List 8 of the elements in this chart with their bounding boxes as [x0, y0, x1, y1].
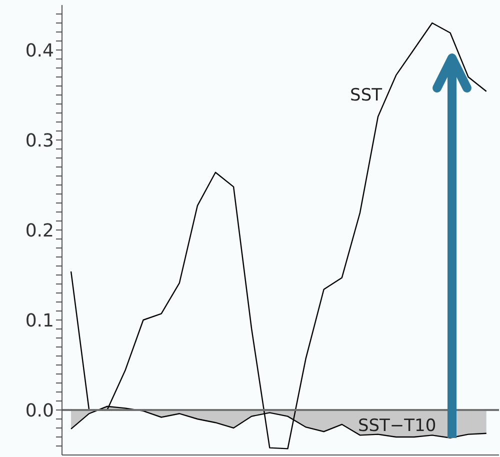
series-label: SST−T10	[358, 416, 436, 436]
y-tick-label: 0.0	[25, 400, 54, 422]
y-tick-label: 0.4	[25, 40, 54, 62]
y-tick-label: 0.1	[25, 310, 54, 332]
series-label: SST	[350, 86, 383, 106]
line-series	[70, 22, 487, 450]
y-tick-label: 0.2	[25, 220, 54, 242]
y-tick-label: 0.3	[25, 130, 54, 152]
